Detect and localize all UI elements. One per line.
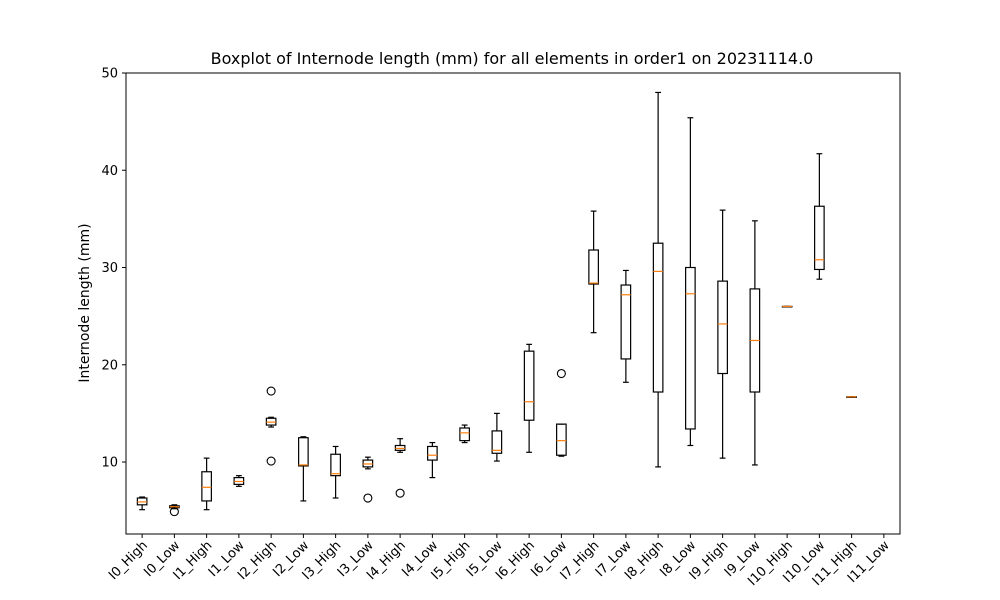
box-I6_Low [556, 423, 567, 456]
chart-title: Boxplot of Internode length (mm) for all… [211, 49, 814, 68]
box-I5_High [459, 427, 470, 442]
y-tick-label: 30 [101, 261, 118, 276]
flier-point [266, 456, 276, 466]
x-tick-label: I0_High [106, 538, 151, 583]
y-tick-label: 20 [101, 358, 118, 373]
box-I5_Low [491, 430, 503, 454]
box-I4_Low [427, 445, 438, 461]
box-I7_Low [620, 284, 632, 360]
box-I8_Low [685, 266, 696, 430]
box-I3_High [330, 453, 341, 477]
box-I9_High [717, 280, 728, 375]
box-I8_High [652, 242, 664, 393]
box-I7_High [588, 249, 599, 285]
y-axis-label: Internode length (mm) [77, 223, 93, 382]
plot-area: 1020304050I0_HighI0_LowI1_HighI1_LowI2_H… [101, 67, 901, 589]
flier-point [169, 507, 179, 517]
flier-point [363, 493, 373, 503]
flier-point [556, 368, 566, 379]
box-I10_Low [814, 205, 825, 271]
y-tick-label: 10 [101, 456, 118, 471]
y-tick-label: 40 [101, 164, 118, 179]
box-I6_High [523, 350, 535, 421]
box-I1_High [201, 471, 212, 502]
axes-frame [125, 72, 901, 535]
box-I2_Low [298, 437, 309, 467]
flier-point [395, 488, 405, 498]
flier-point [266, 386, 276, 396]
y-tick-label: 50 [101, 67, 118, 82]
